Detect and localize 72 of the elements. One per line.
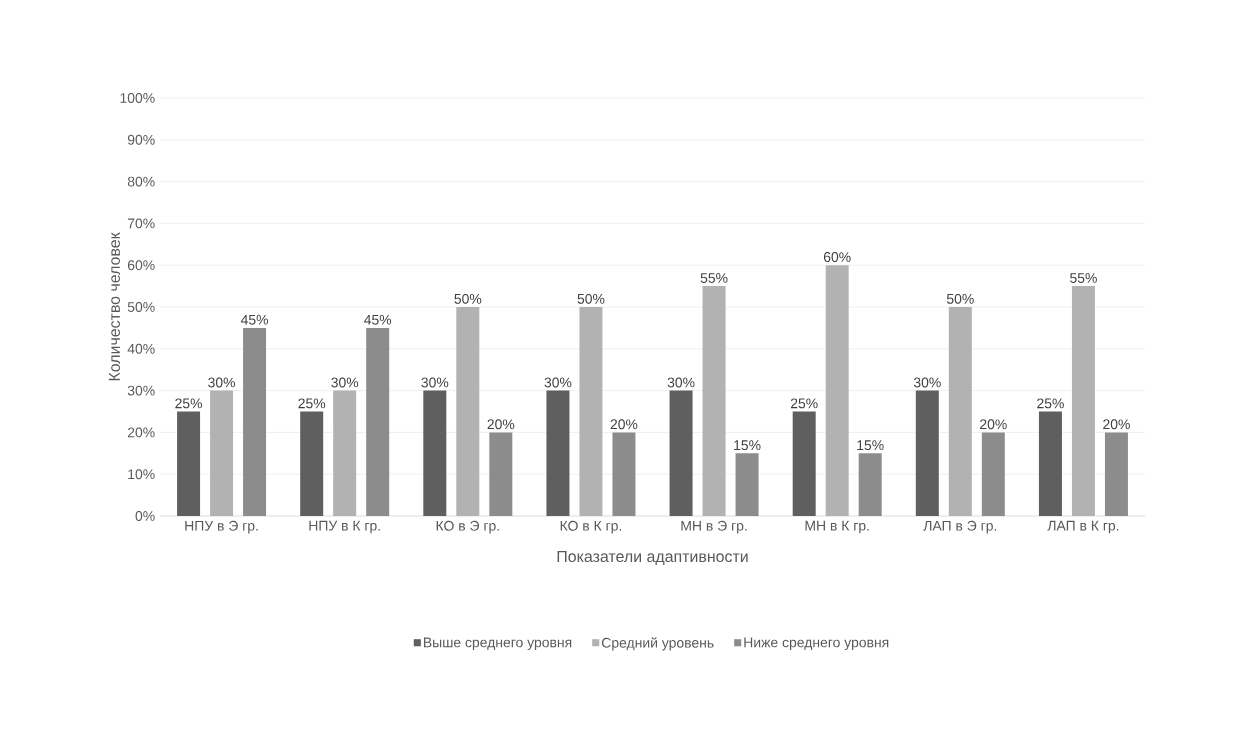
bar <box>177 411 201 516</box>
x-tick-label: КО в Э гр. <box>436 520 499 534</box>
data-label: 30% <box>667 377 695 388</box>
x-tick-label: ЛАП в Э гр. <box>923 520 997 534</box>
y-tick-label: 50% <box>127 302 155 312</box>
data-label: 20% <box>487 419 515 430</box>
x-tick-label: НПУ в К гр. <box>309 520 380 534</box>
data-label: 30% <box>208 377 236 388</box>
legend-label: Ниже среднего уровня <box>744 637 889 651</box>
bar <box>489 432 513 516</box>
x-tick-label: КО в К гр. <box>560 520 622 534</box>
y-tick-label: 90% <box>127 134 155 145</box>
bar <box>579 307 603 516</box>
bar <box>948 307 972 516</box>
data-label: 25% <box>175 398 203 409</box>
bar <box>735 453 759 516</box>
data-label: 20% <box>610 419 638 430</box>
bar <box>243 327 267 516</box>
data-label: 60% <box>823 252 851 262</box>
data-label: 30% <box>913 377 941 388</box>
y-tick-label: 100% <box>120 93 155 103</box>
y-tick-label: 30% <box>127 385 155 396</box>
bar <box>1071 286 1095 516</box>
bar <box>546 390 570 516</box>
data-label: 50% <box>946 293 974 304</box>
bar <box>981 432 1005 516</box>
data-label: 45% <box>240 314 269 325</box>
y-tick-label: 0% <box>135 511 155 521</box>
bar <box>333 390 357 516</box>
y-tick-label: 60% <box>127 260 155 271</box>
bar <box>825 265 849 516</box>
x-axis-title: Показатели адаптивности <box>557 550 748 566</box>
data-label: 15% <box>857 440 884 451</box>
data-label: 45% <box>364 314 392 325</box>
data-label: 20% <box>980 419 1007 430</box>
bar <box>456 307 480 516</box>
data-label: 50% <box>577 293 605 304</box>
y-axis-title: Количество человек <box>108 232 120 381</box>
bar <box>1038 411 1062 516</box>
y-tick-label: 70% <box>127 218 155 229</box>
y-tick-label: 20% <box>127 427 155 438</box>
y-tick-label: 80% <box>127 176 155 187</box>
x-tick-label: ЛАП в К гр. <box>1047 520 1119 534</box>
data-label: 30% <box>544 377 572 388</box>
y-tick-label: 10% <box>128 469 155 480</box>
bar <box>702 286 726 516</box>
data-label: 30% <box>331 377 359 388</box>
x-tick-label: МН в Э гр. <box>681 520 747 534</box>
data-label: 15% <box>734 440 761 451</box>
bar <box>300 411 324 516</box>
data-label: 25% <box>1037 398 1064 409</box>
bar <box>366 327 390 516</box>
bar <box>792 411 816 516</box>
bar <box>210 390 234 516</box>
bar <box>858 453 882 516</box>
data-label: 30% <box>421 377 449 388</box>
data-label: 25% <box>790 398 818 409</box>
x-tick-label: НПУ в Э гр. <box>185 520 258 534</box>
data-label: 55% <box>700 273 728 283</box>
legend-label: Выше среднего уровня <box>423 637 572 651</box>
legend-label: Средний уровень <box>601 637 714 651</box>
bar <box>669 390 693 516</box>
bar <box>612 432 636 516</box>
x-tick-label: МН в К гр. <box>805 520 869 534</box>
bar <box>1104 432 1128 516</box>
data-label: 25% <box>298 398 326 409</box>
data-label: 55% <box>1070 273 1097 283</box>
y-tick-label: 40% <box>127 343 155 354</box>
bar <box>915 390 939 516</box>
bar <box>423 390 447 516</box>
data-label: 20% <box>1103 419 1130 430</box>
data-label: 50% <box>454 293 482 304</box>
